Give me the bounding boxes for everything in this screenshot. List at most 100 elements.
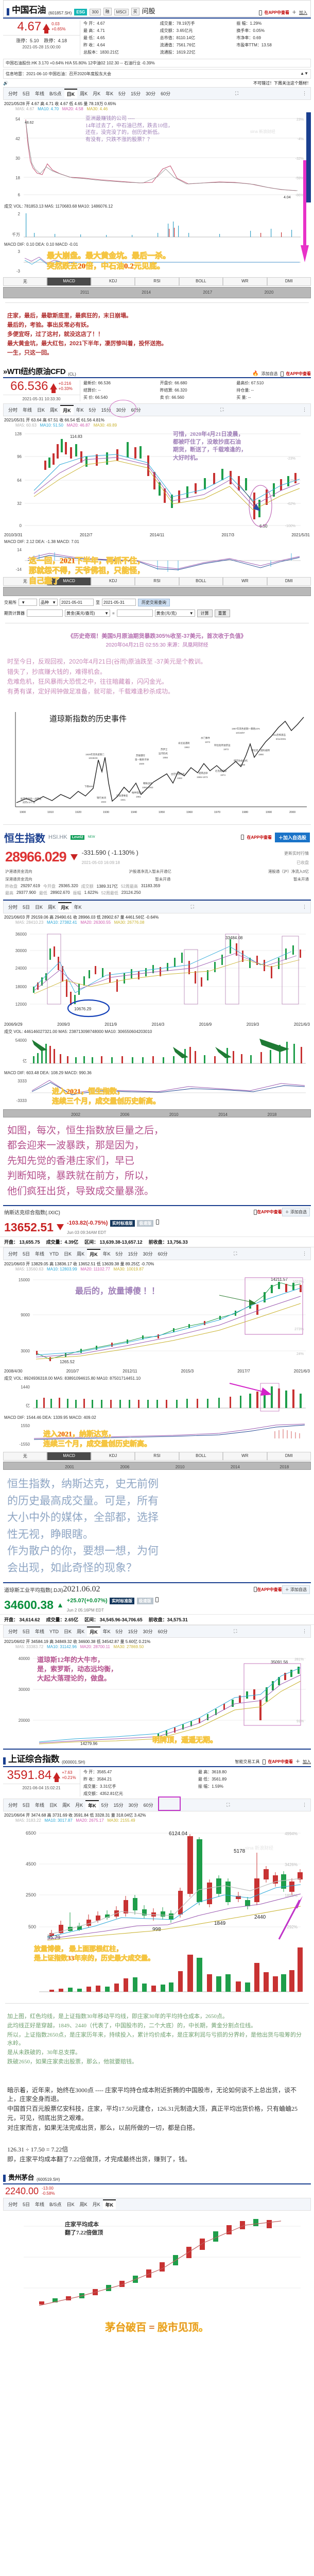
moutai-tab-fenshi[interactable]: 分时: [8, 2202, 18, 2208]
sse-tab-weekk[interactable]: 周K: [62, 1803, 71, 1808]
ixic-tab-weekk[interactable]: 周K: [77, 1251, 85, 1257]
tab-5day[interactable]: 5日: [23, 91, 30, 96]
wti-ind-none[interactable]: 无: [3, 577, 47, 586]
petrochina-timeline-scrollbar[interactable]: 2011 2014 2017 2020: [3, 287, 311, 298]
ask-stock-link[interactable]: 问股: [142, 7, 155, 15]
calc-unit-to-select[interactable]: 黄金(元/克) ▼: [154, 609, 195, 617]
ixic-ind-kdj[interactable]: KDJ: [91, 1452, 135, 1461]
ixic-ind-boll[interactable]: BOLL: [179, 1452, 223, 1461]
ixic-period-tabs[interactable]: 分时 5日 年线 YTD 日K 周K 月K 年K 5分 15分 30分 60分 …: [3, 1247, 311, 1261]
dji-add-fav-button[interactable]: ＋ 添加自选: [282, 1585, 310, 1594]
dji-tab-30min[interactable]: 30分: [143, 1629, 153, 1635]
sse-tab-yearline[interactable]: 年线: [35, 1803, 45, 1808]
dji-period-tabs[interactable]: 分时 5日 年线 YTD 日K 周K 月K 年K 5分 15分 30分 60分 …: [3, 1625, 311, 1638]
tab-yearline[interactable]: 年线: [35, 91, 45, 96]
moutai-tab-monthk[interactable]: 月K: [92, 2202, 100, 2208]
wti-fullscreen-icon[interactable]: ⛶: [220, 406, 224, 412]
ind-none[interactable]: 无: [3, 277, 47, 286]
wti-tab-15min[interactable]: 15分: [101, 407, 111, 413]
ixic-ind-dmi[interactable]: DMI: [267, 1452, 311, 1461]
dji-tab-monthk[interactable]: 月K: [87, 1626, 100, 1637]
dji-tab-15min[interactable]: 15分: [128, 1629, 138, 1635]
join-link[interactable]: 加入: [299, 10, 307, 15]
related-securities-bar[interactable]: 中国石油股份.HK 3.170 +0.64% H/A 55.80% 12中油02…: [3, 59, 311, 67]
tag-300[interactable]: 300: [90, 9, 101, 15]
wti-ind-boll[interactable]: BOLL: [179, 577, 223, 586]
tab-15min[interactable]: 15分: [131, 91, 141, 96]
ixic-tab-5min[interactable]: 5分: [115, 1251, 123, 1257]
radar-scroll-arrows[interactable]: ▲▼: [300, 71, 308, 76]
more-options-icon[interactable]: ⋮: [302, 91, 307, 96]
moutai-tab-bs[interactable]: B/S点: [49, 2202, 62, 2208]
hsi-tab-dayk[interactable]: 日K: [35, 904, 43, 910]
hsi-chart[interactable]: 36000 30000 24000 18000 12000 33484.08 1…: [3, 925, 311, 1021]
date-from-input[interactable]: 2021-05-01: [60, 599, 94, 606]
ixic-view-in-app[interactable]: 在APP中查看: [257, 1210, 282, 1215]
sse-tab-60min[interactable]: 60分: [143, 1803, 153, 1808]
wti-tab-yearline[interactable]: 年线: [23, 407, 32, 413]
moutai-tab-yearline[interactable]: 年线: [35, 2202, 45, 2208]
ixic-timeline-scrollbar[interactable]: 2001 2006 2010 2014 2018: [3, 1462, 311, 1470]
petrochina-chart[interactable]: 54 42 30 18 6 48.62 23% -4% -32% -59% -8…: [3, 112, 311, 202]
dji-tab-dayk[interactable]: 日K: [64, 1629, 72, 1635]
sse-chart[interactable]: 6500 4500 2500 500 4994% 3426% 1856% 292…: [3, 1824, 311, 1943]
wti-tab-5min[interactable]: 5分: [89, 407, 96, 413]
wti-view-in-app[interactable]: 在APP中查看: [286, 371, 311, 376]
ind-kdj[interactable]: KDJ: [91, 277, 135, 286]
ixic-ind-macd[interactable]: MACD: [47, 1452, 91, 1461]
tab-bs[interactable]: B/S点: [49, 91, 62, 96]
wti-ind-kdj[interactable]: KDJ: [91, 577, 135, 586]
wti-indicator-buttons[interactable]: 无 MACD KDJ RSI BOLL WR DMI: [3, 577, 311, 586]
view-in-app-link[interactable]: 在APP中查看: [264, 10, 289, 15]
tab-fenshi[interactable]: 分时: [8, 91, 18, 96]
tab-5min[interactable]: 5分: [118, 91, 126, 96]
moutai-period-tabs[interactable]: 分时 5日 年线 B/S点 日K 周K 月K 年K: [3, 2198, 311, 2211]
tab-30min[interactable]: 30分: [146, 91, 156, 96]
tab-weekk[interactable]: 周K: [80, 91, 88, 96]
ixic-ind-wr[interactable]: WR: [223, 1452, 267, 1461]
calculate-button[interactable]: 计算: [197, 609, 213, 617]
tag-buy[interactable]: 买: [131, 8, 139, 15]
wti-timeline-scrollbar[interactable]: [3, 586, 311, 596]
wti-ind-macd[interactable]: MACD: [47, 577, 91, 586]
ixic-tab-15min[interactable]: 15分: [128, 1251, 138, 1257]
ixic-tab-60min[interactable]: 60分: [158, 1251, 168, 1257]
hsi-period-tabs[interactable]: 分时 5日 日K 周K 月K 年K ⛶ ⋮: [3, 900, 311, 913]
fullscreen-icon[interactable]: ⛶: [235, 91, 239, 96]
sse-tab-5min[interactable]: 5分: [101, 1803, 109, 1808]
sse-tab-5day[interactable]: 5日: [23, 1803, 30, 1808]
dji-badge-standard[interactable]: 实时标准版: [110, 1598, 135, 1605]
tag-esg[interactable]: ESG: [74, 9, 88, 15]
tag-msci[interactable]: MSCI: [114, 9, 129, 15]
dji-tab-yeark[interactable]: 年K: [102, 1629, 111, 1635]
dji-view-in-app[interactable]: 在APP中查看: [257, 1587, 282, 1592]
wti-ind-rsi[interactable]: RSI: [135, 577, 179, 586]
hsi-add-watchlist-button[interactable]: ＋加入自选股: [274, 832, 310, 842]
tab-60min[interactable]: 60分: [161, 91, 171, 96]
ixic-tab-monthk[interactable]: 月K: [87, 1249, 100, 1259]
dji-tab-5day[interactable]: 5日: [23, 1629, 30, 1635]
ixic-more-icon[interactable]: ⋮: [302, 1251, 307, 1257]
dji-tab-weekk[interactable]: 周K: [77, 1629, 85, 1635]
tab-yeark[interactable]: 年K: [106, 91, 114, 96]
sse-tab-yeark[interactable]: 年K: [85, 1800, 99, 1810]
ixic-tab-30min[interactable]: 30分: [143, 1251, 153, 1257]
sse-join-link[interactable]: 加入: [303, 1759, 311, 1765]
sse-tab-30min[interactable]: 30分: [128, 1803, 138, 1808]
calc-input-to[interactable]: [116, 609, 153, 617]
sse-tab-fenshi[interactable]: 分时: [8, 1803, 18, 1808]
hsi-tab-yeark[interactable]: 年K: [74, 904, 82, 910]
ixic-ind-none[interactable]: 无: [3, 1452, 47, 1461]
dji-fullscreen-icon[interactable]: ⛶: [234, 1629, 237, 1634]
petrochina-indicator-buttons[interactable]: 无 MACD KDJ RSI BOLL WR DMI: [3, 277, 311, 286]
ixic-tab-fenshi[interactable]: 分时: [8, 1251, 18, 1257]
ixic-badge-standard[interactable]: 实时标准版: [110, 1220, 135, 1227]
hsi-more-icon[interactable]: ⋮: [302, 904, 307, 909]
hsi-view-in-app[interactable]: 在APP中查看: [247, 835, 272, 840]
sse-tab-dayk[interactable]: 日K: [49, 1803, 58, 1808]
hsi-refresh-button[interactable]: 更新实时行情: [284, 851, 309, 856]
dji-chart[interactable]: 40000 30000 20000 35091.56 14279.96 281%…: [3, 1650, 311, 1749]
ixic-tab-yearline[interactable]: 年线: [35, 1251, 45, 1257]
ixic-tab-5day[interactable]: 5日: [23, 1251, 30, 1257]
wti-period-tabs[interactable]: 分时 年线 日K 周K 月K 年K 5分 15分 30分 60分 ⛶ ⋮: [3, 399, 311, 417]
